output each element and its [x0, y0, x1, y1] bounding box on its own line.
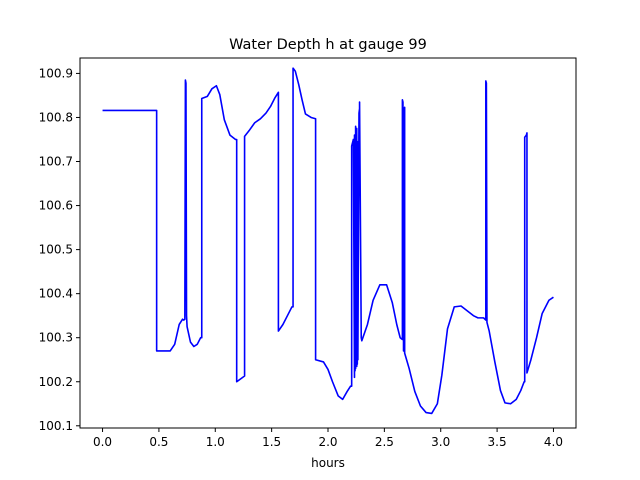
x-tick-label: 4.0	[544, 435, 563, 449]
x-tick-label: 3.5	[488, 435, 507, 449]
x-axis: 0.0 0.5 1.0 1.5 2.0 2.5 3.0 3.5 4.0	[93, 428, 563, 449]
y-tick-label: 100.1	[39, 419, 73, 433]
x-tick-label: 0.0	[93, 435, 112, 449]
y-tick-label: 100.6	[39, 199, 73, 213]
axes-frame	[79, 57, 577, 429]
x-tick-label: 2.5	[375, 435, 394, 449]
x-tick-label: 0.5	[149, 435, 168, 449]
x-tick-label: 2.0	[318, 435, 337, 449]
y-tick-label: 100.2	[39, 375, 73, 389]
chart-title: Water Depth h at gauge 99	[229, 37, 427, 53]
y-tick-label: 100.3	[39, 331, 73, 345]
y-tick-label: 100.5	[39, 243, 73, 257]
x-axis-label: hours	[311, 456, 345, 470]
y-tick-label: 100.7	[39, 155, 73, 169]
series-line-0	[102, 67, 554, 415]
x-tick-label: 1.5	[262, 435, 281, 449]
plot-area	[102, 67, 554, 415]
x-tick-label: 1.0	[206, 435, 225, 449]
x-tick-label: 3.0	[431, 435, 450, 449]
y-tick-label: 100.4	[39, 287, 73, 301]
y-axis: 100.1 100.2 100.3 100.4 100.5 100.6 100.7 100.8…	[39, 66, 80, 433]
y-tick-label: 100.8	[39, 110, 73, 124]
y-tick-label: 100.9	[39, 66, 73, 80]
